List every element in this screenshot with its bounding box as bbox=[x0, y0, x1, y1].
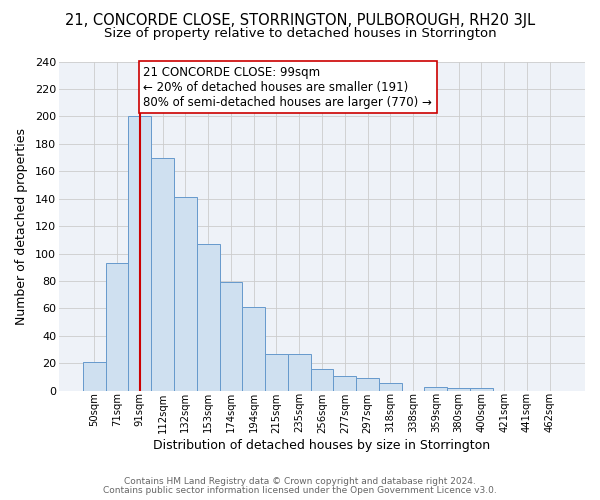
Text: Contains HM Land Registry data © Crown copyright and database right 2024.: Contains HM Land Registry data © Crown c… bbox=[124, 477, 476, 486]
Text: 21, CONCORDE CLOSE, STORRINGTON, PULBOROUGH, RH20 3JL: 21, CONCORDE CLOSE, STORRINGTON, PULBORO… bbox=[65, 12, 535, 28]
Bar bbox=[242, 307, 265, 391]
Text: Size of property relative to detached houses in Storrington: Size of property relative to detached ho… bbox=[104, 28, 496, 40]
Bar bbox=[288, 354, 311, 391]
X-axis label: Distribution of detached houses by size in Storrington: Distribution of detached houses by size … bbox=[154, 440, 491, 452]
Bar bbox=[151, 158, 174, 391]
Bar bbox=[334, 376, 356, 391]
Bar bbox=[311, 369, 334, 391]
Bar bbox=[356, 378, 379, 391]
Bar bbox=[220, 282, 242, 391]
Bar bbox=[174, 198, 197, 391]
Bar bbox=[83, 362, 106, 391]
Bar bbox=[424, 386, 447, 391]
Text: Contains public sector information licensed under the Open Government Licence v3: Contains public sector information licen… bbox=[103, 486, 497, 495]
Bar bbox=[379, 382, 401, 391]
Bar bbox=[447, 388, 470, 391]
Bar bbox=[470, 388, 493, 391]
Bar bbox=[265, 354, 288, 391]
Bar bbox=[197, 244, 220, 391]
Y-axis label: Number of detached properties: Number of detached properties bbox=[15, 128, 28, 324]
Text: 21 CONCORDE CLOSE: 99sqm
← 20% of detached houses are smaller (191)
80% of semi-: 21 CONCORDE CLOSE: 99sqm ← 20% of detach… bbox=[143, 66, 432, 108]
Bar bbox=[128, 116, 151, 391]
Bar bbox=[106, 263, 128, 391]
